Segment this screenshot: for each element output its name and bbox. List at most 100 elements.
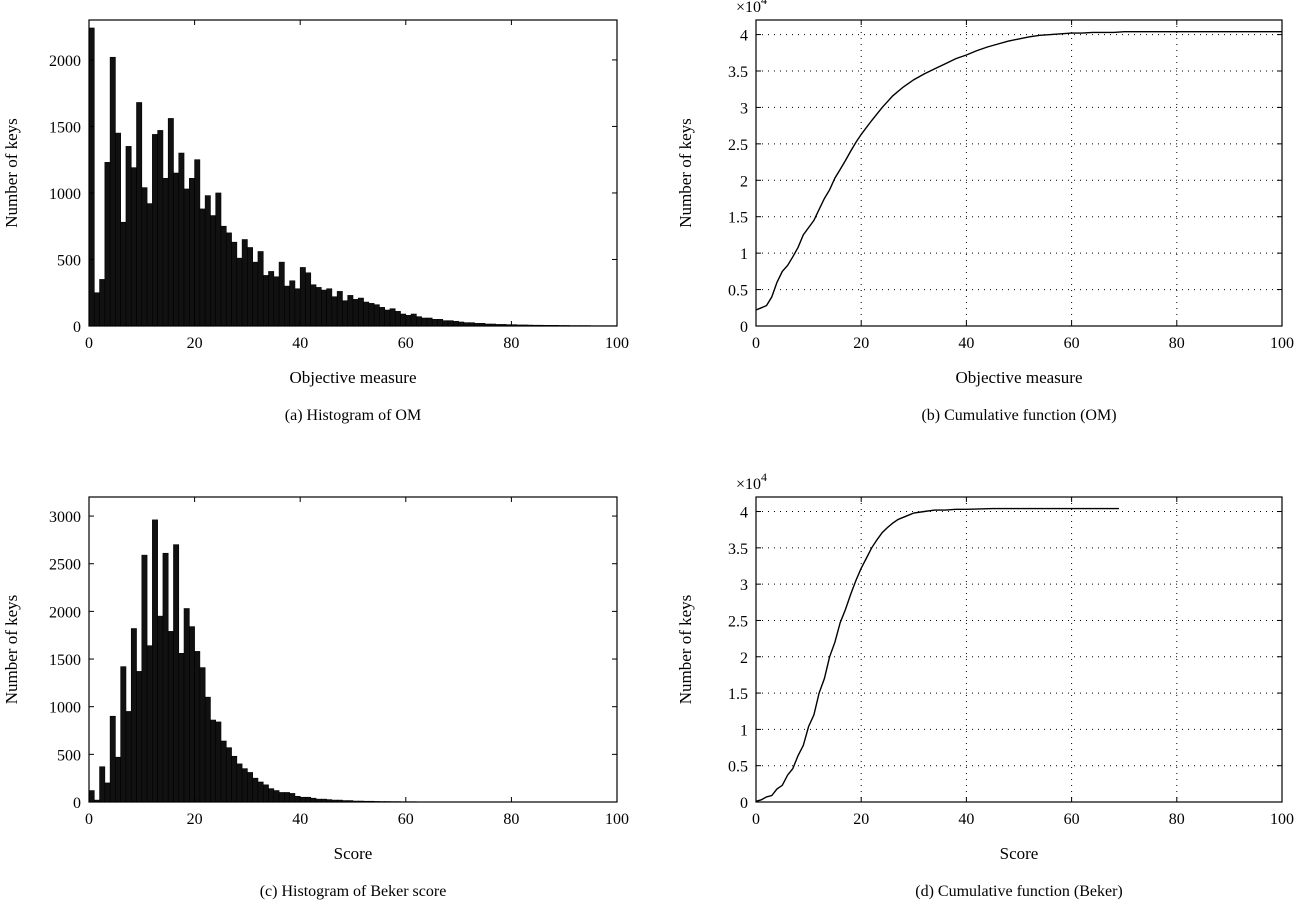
histogram-bar bbox=[99, 279, 106, 327]
histogram-bar bbox=[252, 777, 259, 803]
histogram-bar bbox=[284, 285, 290, 327]
histogram-bar bbox=[315, 287, 322, 327]
histogram-bar bbox=[194, 651, 201, 803]
y-axis-multiplier-exponent: 4 bbox=[761, 470, 767, 484]
figure-caption: (b) Cumulative function (OM) bbox=[921, 407, 1116, 424]
histogram-bar bbox=[130, 628, 137, 803]
x-tick-label: 100 bbox=[605, 335, 629, 352]
x-axis-label: Score bbox=[1000, 844, 1039, 863]
histogram-bar bbox=[394, 311, 401, 327]
histogram-bar bbox=[136, 102, 143, 327]
histogram-bar bbox=[405, 315, 412, 327]
histogram-bar bbox=[210, 215, 217, 327]
y-tick-label: 3 bbox=[740, 577, 748, 594]
y-axis-label: Number of keys bbox=[2, 595, 21, 705]
x-tick-label: 100 bbox=[1270, 811, 1294, 828]
y-axis-multiplier-base: ×10 bbox=[736, 0, 761, 16]
histogram-bar bbox=[215, 721, 222, 803]
histogram-bar bbox=[442, 320, 449, 327]
histogram-bar bbox=[247, 772, 253, 803]
x-tick-label: 60 bbox=[1064, 811, 1080, 828]
x-tick-label: 40 bbox=[292, 335, 308, 352]
y-tick-label: 3 bbox=[740, 100, 748, 117]
y-tick-label: 1500 bbox=[49, 652, 81, 669]
histogram-bar bbox=[236, 763, 243, 803]
histogram-bar bbox=[289, 280, 296, 327]
histogram-bar bbox=[183, 608, 190, 803]
histogram-bar bbox=[294, 795, 301, 803]
x-tick-label: 40 bbox=[958, 811, 974, 828]
histogram-bar bbox=[252, 261, 259, 327]
histogram-bar bbox=[299, 796, 306, 803]
histogram-bar bbox=[231, 241, 238, 327]
histogram-bar bbox=[215, 192, 222, 327]
histogram-bar bbox=[400, 313, 407, 327]
y-axis-label: Number of keys bbox=[676, 595, 695, 705]
histogram-bar bbox=[389, 308, 396, 327]
histogram-bar bbox=[173, 172, 180, 327]
x-tick-label: 80 bbox=[1169, 335, 1185, 352]
y-tick-label: 500 bbox=[57, 252, 81, 269]
figure-caption: (a) Histogram of OM bbox=[285, 407, 421, 424]
histogram-bar bbox=[257, 251, 264, 327]
x-tick-label: 100 bbox=[1270, 335, 1294, 352]
y-tick-label: 0.5 bbox=[728, 283, 748, 300]
y-tick-label: 1000 bbox=[49, 186, 81, 203]
histogram-bar bbox=[421, 317, 428, 327]
y-tick-label: 4 bbox=[740, 505, 748, 522]
histogram-bar bbox=[115, 132, 121, 327]
histogram-bar bbox=[204, 696, 211, 803]
x-tick-label: 20 bbox=[187, 811, 203, 828]
figure-caption: (c) Histogram of Beker score bbox=[260, 883, 447, 900]
histogram-bar bbox=[321, 289, 327, 327]
y-tick-label: 0 bbox=[740, 319, 748, 336]
y-tick-label: 0 bbox=[73, 319, 81, 336]
histogram-bar bbox=[130, 167, 137, 327]
plot-frame bbox=[755, 19, 1283, 327]
histogram-bar bbox=[241, 768, 248, 803]
histogram-bar bbox=[120, 221, 127, 327]
histogram-bar bbox=[305, 796, 312, 803]
histogram-bar bbox=[299, 267, 306, 327]
histogram-bar bbox=[157, 130, 164, 327]
histogram-bar bbox=[173, 544, 180, 803]
histogram-bar bbox=[88, 790, 95, 803]
y-tick-label: 3000 bbox=[49, 509, 81, 526]
histogram-bar bbox=[410, 313, 417, 327]
y-tick-label: 0.5 bbox=[728, 759, 748, 776]
histogram-bar bbox=[162, 552, 169, 803]
plot-frame bbox=[755, 496, 1283, 803]
histogram-bar bbox=[257, 781, 264, 803]
histogram-bar bbox=[342, 300, 349, 327]
panel-cumulative-om: 0 20 40 60 80 100 0 0.5 1 1.5 2 2.5 3 3.5 4 ×104 Objecti… bbox=[658, 0, 1316, 452]
chart-histogram-beker: 0 20 40 60 80 100050010001500200025003000Scor… bbox=[2, 496, 629, 900]
histogram-bar bbox=[231, 755, 238, 803]
histogram-bar bbox=[447, 320, 454, 327]
histogram-bar bbox=[268, 271, 275, 327]
histogram-bar bbox=[336, 291, 343, 327]
histogram-bar bbox=[273, 276, 280, 327]
histogram-bar bbox=[141, 554, 148, 803]
y-tick-label: 1500 bbox=[49, 119, 81, 136]
y-tick-label: 500 bbox=[57, 747, 81, 764]
y-tick-label: 3.5 bbox=[728, 64, 748, 81]
histogram-bar bbox=[167, 631, 174, 803]
histogram-bar bbox=[109, 715, 116, 803]
histogram-bar bbox=[310, 284, 317, 327]
x-axis-label: Objective measure bbox=[290, 368, 417, 387]
y-axis-label: Number of keys bbox=[2, 118, 21, 228]
histogram-bar bbox=[453, 321, 459, 327]
histogram-bar bbox=[120, 666, 127, 803]
histogram-bar bbox=[284, 792, 290, 803]
histogram-bar bbox=[225, 232, 232, 327]
histogram-bar bbox=[347, 295, 354, 327]
y-tick-label: 1 bbox=[740, 722, 748, 739]
histogram-bar bbox=[437, 319, 444, 327]
x-tick-label: 60 bbox=[398, 335, 414, 352]
histogram-bar bbox=[104, 782, 111, 803]
histogram-bar bbox=[136, 671, 143, 803]
x-tick-label: 0 bbox=[752, 335, 760, 352]
cumulative-line bbox=[755, 507, 1119, 802]
histogram-bar bbox=[262, 275, 269, 327]
